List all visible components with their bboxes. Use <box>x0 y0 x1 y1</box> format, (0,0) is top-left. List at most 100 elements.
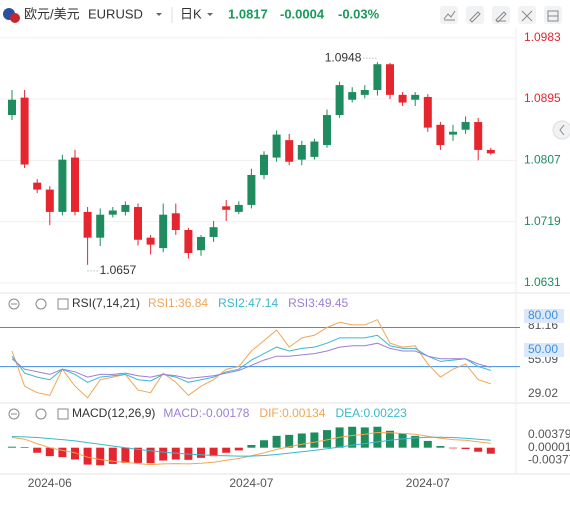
candle-body <box>209 227 218 237</box>
period[interactable]: 日K <box>180 6 202 21</box>
macd-bar <box>83 447 92 465</box>
series-line <box>11 436 491 457</box>
candle-body <box>449 131 457 135</box>
expand-icon[interactable] <box>57 298 69 310</box>
x-tick-label: 2024-06 <box>28 476 72 490</box>
pair-name[interactable]: 欧元/美元 <box>24 6 80 21</box>
candle-body <box>20 97 29 165</box>
legend-entry: MACD:-0.00178 <box>163 406 249 420</box>
series-line <box>11 334 491 383</box>
toolbar <box>440 6 562 24</box>
rsi-header-icons <box>8 298 69 310</box>
legend-entry: DEA:0.00223 <box>335 406 407 420</box>
candle-body <box>285 140 294 162</box>
macd-bar <box>297 433 306 448</box>
candle-body <box>272 134 281 158</box>
macd-bar <box>461 447 470 450</box>
macd-bar <box>348 426 357 448</box>
candle-body <box>348 92 357 100</box>
change-pct: -0.03% <box>338 6 380 21</box>
low-annotation: 1.0657 <box>100 263 137 277</box>
level-label-box <box>524 309 564 324</box>
macd-bar <box>108 447 117 464</box>
y-tick-label: 0.00001 <box>528 440 570 454</box>
series-line <box>11 342 491 379</box>
macd-bar <box>373 426 382 448</box>
candle-body <box>310 141 319 157</box>
macd-bar <box>323 430 331 448</box>
high-annotation: 1.0948 <box>325 50 362 64</box>
symbol[interactable]: EURUSD <box>88 6 143 21</box>
candle-body <box>335 85 344 116</box>
macd-bar <box>222 447 231 453</box>
legend-entry: RSI3:49.45 <box>288 296 348 310</box>
candle-body <box>461 122 470 130</box>
macd-bar <box>33 447 42 453</box>
macd-bar <box>71 447 79 460</box>
macd-bar <box>423 440 432 448</box>
tool-button[interactable] <box>518 6 536 24</box>
settings-icon[interactable] <box>35 298 47 310</box>
collapse-button[interactable] <box>552 120 570 140</box>
candle-body <box>96 214 105 238</box>
macd-bar <box>121 447 130 463</box>
rsi-title: RSI(7,14,21) <box>72 296 140 310</box>
candle-body <box>83 211 92 238</box>
macd-title: MACD(12,26,9) <box>72 406 155 420</box>
candle-body <box>159 214 168 249</box>
candle-body <box>8 99 16 116</box>
dropdown-arrow[interactable] <box>207 13 213 16</box>
candle-body <box>134 207 142 240</box>
candle-body <box>121 204 130 212</box>
x-tick-label: 2024-07 <box>229 476 273 490</box>
y-tick-label: 0.00379 <box>528 427 570 441</box>
candle-body <box>411 94 420 100</box>
macd-bar <box>146 447 155 464</box>
candle-body <box>45 189 54 212</box>
tool-icon <box>521 10 533 22</box>
macd-bar <box>209 447 218 457</box>
y-tick-label: -0.00377 <box>528 453 570 467</box>
y-tick-label: 1.0895 <box>524 91 561 105</box>
macd-bar <box>449 447 457 449</box>
y-tick-label: 1.0631 <box>524 275 561 289</box>
collapse-icon <box>559 124 565 136</box>
settings-icon[interactable] <box>35 408 47 420</box>
candle-body <box>33 182 42 190</box>
y-tick-label: 1.0719 <box>524 214 561 228</box>
candle-body <box>146 237 155 245</box>
level-label: 50.00 <box>528 342 558 356</box>
y-tick-label: 1.0807 <box>524 153 561 167</box>
candle-body <box>222 206 231 210</box>
candle-body <box>297 145 306 160</box>
candle-body <box>71 157 79 212</box>
macd-bar <box>260 440 268 448</box>
x-tick-label: 2024-07 <box>406 476 450 490</box>
macd-bar <box>310 432 319 448</box>
macd-header-icons <box>8 408 69 420</box>
macd-bar <box>96 447 105 466</box>
hide-icon[interactable] <box>8 298 20 310</box>
candle-body <box>486 149 495 154</box>
macd-bar <box>234 447 243 451</box>
tool-icon <box>469 11 481 23</box>
y-tick-label: 1.0983 <box>524 30 561 44</box>
dropdown-arrow[interactable] <box>156 13 162 16</box>
candle-body <box>171 213 180 231</box>
macd-bar <box>159 447 168 461</box>
candle-body <box>423 96 432 128</box>
macd-bar <box>20 447 29 448</box>
expand-icon[interactable] <box>57 408 69 420</box>
macd-bar <box>486 447 495 454</box>
candle-body <box>234 204 243 212</box>
candle-body <box>360 89 369 95</box>
y-tick-label: 29.02 <box>528 386 558 400</box>
candle-body <box>323 115 331 146</box>
hide-icon[interactable] <box>8 408 20 420</box>
macd-bar <box>285 434 294 448</box>
macd-bar <box>398 433 407 448</box>
tool-icon <box>547 10 559 22</box>
candle-body <box>373 64 382 90</box>
candle-body <box>398 94 407 103</box>
